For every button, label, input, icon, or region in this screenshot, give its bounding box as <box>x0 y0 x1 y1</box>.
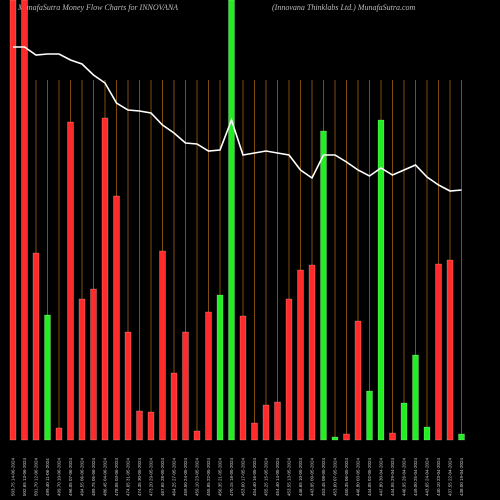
bar <box>78 298 86 441</box>
bar <box>366 390 373 441</box>
x-tick-label: 446.80 03-05-2024 <box>356 457 361 496</box>
bar <box>44 314 51 441</box>
x-tick-label: 473.20 29-05-2024 <box>149 457 154 496</box>
x-tick-label: 499.70 10-06-2024 <box>57 457 62 496</box>
x-tick-label: 467.65 28-05-2024 <box>160 457 165 496</box>
bar <box>113 195 120 441</box>
x-tick-label: 470.15 18-05-2024 <box>229 457 234 496</box>
x-tick-label: 454.40 16-05-2024 <box>252 457 257 496</box>
bar <box>67 121 74 441</box>
x-tick-label: 444.55 29-04-2024 <box>390 457 395 496</box>
bar <box>400 402 408 441</box>
bar <box>320 130 327 441</box>
x-tick-label: 499.40 11-06-2024 <box>45 458 50 496</box>
chart-subtitle: (Innovana Thinklabs Ltd.) MunafaSutra.co… <box>272 3 416 12</box>
x-tick-label: 474.65 31-05-2024 <box>126 457 131 496</box>
bar <box>90 288 97 441</box>
bar <box>297 269 304 441</box>
x-tick-label: 459.10 23-05-2024 <box>195 457 200 496</box>
x-tick-label: 440.10 23-04-2024 <box>436 457 441 496</box>
x-tick-label: 494.55 06-06-2024 <box>80 457 85 496</box>
x-tick-label: 453.60 07-05-2024 <box>333 457 338 496</box>
x-tick-label: 444.05 02-05-2024 <box>367 457 372 496</box>
bar <box>354 320 362 441</box>
bar <box>308 264 316 441</box>
bar <box>101 117 109 441</box>
x-tick-label: 437.55 22-04-2024 <box>448 457 453 496</box>
bar <box>159 250 166 441</box>
bar <box>32 252 40 441</box>
x-tick-label: 478.05 03-06-2024 <box>114 457 119 496</box>
x-tick-label: 455.25 15-05-2024 <box>264 457 269 496</box>
bar <box>170 372 178 441</box>
x-tick-label: 455.85 22-05-2024 <box>206 457 211 496</box>
x-tick-label: 450.35 06-05-2024 <box>344 457 349 496</box>
bar <box>228 0 235 441</box>
x-tick-label: 454.40 14-05-2024 <box>275 457 280 496</box>
bar <box>147 411 155 441</box>
bar <box>435 263 442 441</box>
bar <box>285 298 293 441</box>
bar <box>205 311 212 441</box>
x-tick-label: 453.55 13-05-2024 <box>287 457 292 496</box>
bar <box>377 119 385 441</box>
x-tick-label: 503.75 14-06-2024 <box>11 457 16 496</box>
x-tick-label: 474.35 30-05-2024 <box>137 457 142 496</box>
x-tick-label: 447.80 30-04-2024 <box>379 457 384 496</box>
x-tick-label: 453.45 08-05-2024 <box>321 457 326 496</box>
bar <box>136 410 143 441</box>
x-tick-label: 456.35 21-05-2024 <box>218 457 223 496</box>
bar <box>9 0 17 441</box>
x-tick-label: 489.75 05-06-2024 <box>91 457 96 496</box>
bar <box>331 436 339 441</box>
x-tick-label: 446.95 26-04-2024 <box>402 457 407 496</box>
bar <box>251 422 258 441</box>
bar <box>182 331 189 441</box>
bar <box>216 294 224 441</box>
x-tick-label: 443.65 24-04-2024 <box>425 457 430 496</box>
bar <box>458 433 465 441</box>
x-tick-label: 446.65 10-05-2024 <box>298 457 303 496</box>
price-line <box>13 46 462 192</box>
chart-title: MunafaSutra Money Flow Charts for INNOVA… <box>17 3 178 12</box>
bar <box>262 404 270 441</box>
x-tick-label: 501.70 12-06-2024 <box>34 457 39 496</box>
bar <box>423 426 431 441</box>
x-tick-label: 502.65 13-06-2024 <box>22 457 27 496</box>
bar <box>193 430 201 441</box>
bar <box>343 433 350 441</box>
x-tick-label: 459.50 24-05-2024 <box>183 457 188 496</box>
bar <box>446 259 454 441</box>
bar <box>55 427 63 441</box>
x-tick-label: 438.00 19-04-2024 <box>459 457 464 496</box>
x-tick-label: 486.45 04-06-2024 <box>103 457 108 496</box>
x-tick-label: 443.05 09-05-2024 <box>310 457 315 496</box>
x-tick-label: 464.25 27-05-2024 <box>172 457 177 496</box>
x-tick-label: 496.05 07-06-2024 <box>68 457 73 496</box>
x-tick-label: 449.00 25-04-2024 <box>413 457 418 496</box>
bar <box>274 401 281 441</box>
x-tick-label: 453.60 17-05-2024 <box>241 457 246 496</box>
bar <box>412 354 419 441</box>
bar <box>239 315 247 441</box>
bar <box>389 432 396 441</box>
bar <box>21 0 28 441</box>
bar <box>124 331 132 441</box>
